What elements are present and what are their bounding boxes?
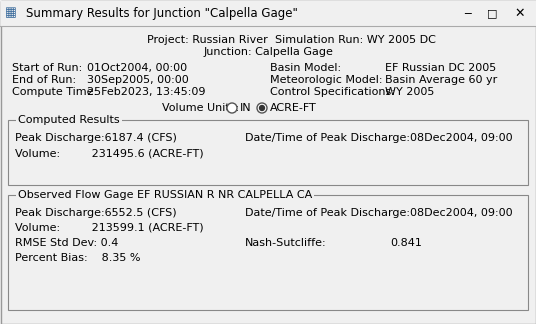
- Text: Peak Discharge:6187.4 (CFS): Peak Discharge:6187.4 (CFS): [15, 133, 177, 143]
- Circle shape: [257, 103, 267, 113]
- Text: Volume Units:: Volume Units:: [162, 103, 239, 113]
- Circle shape: [227, 103, 237, 113]
- FancyBboxPatch shape: [1, 1, 535, 26]
- Text: Volume:         213599.1 (ACRE-FT): Volume: 213599.1 (ACRE-FT): [15, 223, 204, 233]
- Text: Volume:         231495.6 (ACRE-FT): Volume: 231495.6 (ACRE-FT): [15, 148, 204, 158]
- Text: Nash-Sutcliffe:: Nash-Sutcliffe:: [245, 238, 326, 248]
- Text: Basin Model:: Basin Model:: [270, 63, 341, 73]
- Text: Meteorologic Model:: Meteorologic Model:: [270, 75, 383, 85]
- FancyBboxPatch shape: [8, 120, 528, 185]
- Circle shape: [259, 105, 265, 111]
- FancyBboxPatch shape: [8, 195, 528, 310]
- Text: EF Russian DC 2005: EF Russian DC 2005: [385, 63, 496, 73]
- Text: ACRE-FT: ACRE-FT: [270, 103, 317, 113]
- Text: Peak Discharge:6552.5 (CFS): Peak Discharge:6552.5 (CFS): [15, 208, 177, 218]
- Text: 25Feb2023, 13:45:09: 25Feb2023, 13:45:09: [87, 87, 205, 97]
- Text: Project: Russian River: Project: Russian River: [147, 35, 268, 45]
- Text: Compute Time:: Compute Time:: [12, 87, 97, 97]
- Text: ▦: ▦: [5, 6, 17, 19]
- Text: 30Sep2005, 00:00: 30Sep2005, 00:00: [87, 75, 189, 85]
- Text: 01Oct2004, 00:00: 01Oct2004, 00:00: [87, 63, 187, 73]
- Text: IN: IN: [240, 103, 251, 113]
- Text: Date/Time of Peak Discharge:08Dec2004, 09:00: Date/Time of Peak Discharge:08Dec2004, 0…: [245, 208, 512, 218]
- Text: Junction: Calpella Gage: Junction: Calpella Gage: [203, 47, 333, 57]
- Text: ✕: ✕: [515, 6, 525, 19]
- Text: 0.841: 0.841: [390, 238, 422, 248]
- Text: End of Run:: End of Run:: [12, 75, 76, 85]
- Text: RMSE Std Dev: 0.4: RMSE Std Dev: 0.4: [15, 238, 118, 248]
- Text: Summary Results for Junction "Calpella Gage": Summary Results for Junction "Calpella G…: [26, 6, 298, 19]
- Text: Date/Time of Peak Discharge:08Dec2004, 09:00: Date/Time of Peak Discharge:08Dec2004, 0…: [245, 133, 512, 143]
- Text: Control Specifications:: Control Specifications:: [270, 87, 395, 97]
- Text: Computed Results: Computed Results: [18, 115, 120, 125]
- Text: ─: ─: [465, 8, 471, 18]
- Text: Simulation Run: WY 2005 DC: Simulation Run: WY 2005 DC: [275, 35, 436, 45]
- Text: Basin Average 60 yr: Basin Average 60 yr: [385, 75, 497, 85]
- Text: WY 2005: WY 2005: [385, 87, 434, 97]
- Text: Percent Bias:    8.35 %: Percent Bias: 8.35 %: [15, 253, 140, 263]
- Text: Observed Flow Gage EF RUSSIAN R NR CALPELLA CA: Observed Flow Gage EF RUSSIAN R NR CALPE…: [18, 190, 312, 200]
- Text: Start of Run:: Start of Run:: [12, 63, 82, 73]
- Text: □: □: [487, 8, 497, 18]
